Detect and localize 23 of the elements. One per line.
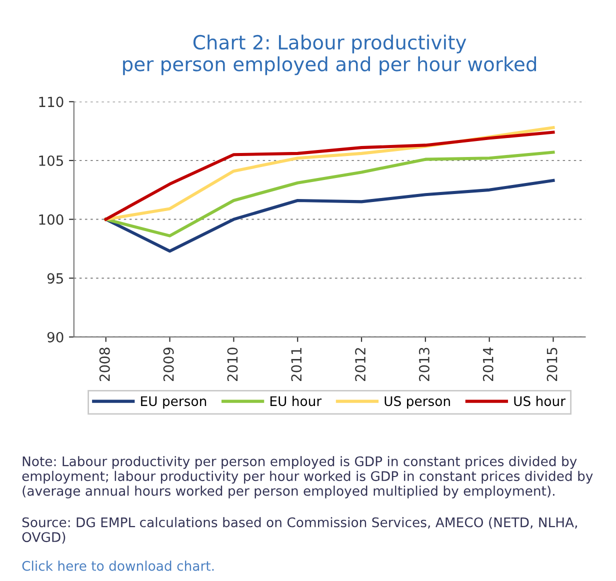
legend-label: US person <box>384 396 450 409</box>
x-tick-label: 2011 <box>291 348 302 382</box>
x-tick-label: 2009 <box>163 348 174 382</box>
line-series <box>104 150 555 238</box>
x-tick-label: 2010 <box>227 348 238 382</box>
source-note: Source: DG EMPL calculations based on Commission Services, AMECO (NETD, NLHA, OVGD) <box>22 517 577 544</box>
y-tick-label: 95 <box>47 273 63 284</box>
x-tick-label: 2013 <box>418 348 430 382</box>
y-tick-label: 105 <box>39 155 63 166</box>
legend-label: EU person <box>141 396 206 409</box>
line-series <box>104 178 555 253</box>
text: Note: Labour productivity per person employed is GDP in constant prices divided by employment; labour productivity per hour worked is GDP in constant prices divided by (average annual hours worked per person employed multiplied by employment). <box>22 456 593 498</box>
y-tick-label: 110 <box>39 96 64 108</box>
text: Click here to download chart. <box>22 560 214 571</box>
x-tick-label: 2008 <box>99 348 110 382</box>
chart-title: Chart 2: Labour productivity per person employed and per hour worked <box>123 34 536 76</box>
legend-label: US hour <box>514 396 566 406</box>
y-tick-label: 90 <box>47 332 64 342</box>
x-tick-label: 2015 <box>546 348 558 382</box>
legend-label: EU hour <box>270 396 322 406</box>
y-tick-label: 100 <box>39 214 64 225</box>
x-tick-label: 2012 <box>355 348 366 382</box>
x-tick-label: 2014 <box>482 347 494 382</box>
